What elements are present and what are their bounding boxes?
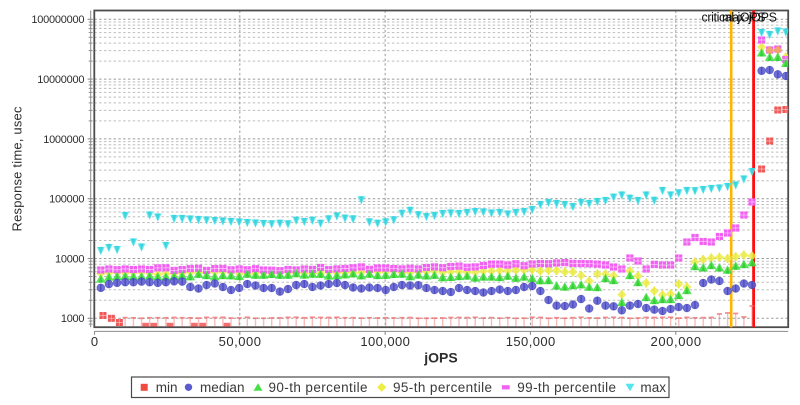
svg-text:100000: 100000 bbox=[49, 194, 84, 206]
svg-text:0: 0 bbox=[91, 334, 98, 349]
svg-text:Response time, usec: Response time, usec bbox=[10, 106, 25, 232]
svg-text:median: median bbox=[200, 380, 245, 395]
svg-text:95-th percentile: 95-th percentile bbox=[393, 380, 492, 395]
svg-text:50,000: 50,000 bbox=[219, 334, 261, 349]
svg-text:min: min bbox=[156, 380, 178, 395]
svg-text:99-th percentile: 99-th percentile bbox=[517, 380, 616, 395]
svg-text:100000000: 100000000 bbox=[31, 14, 84, 26]
svg-text:10000000: 10000000 bbox=[37, 74, 84, 86]
svg-text:critical-jOPS: critical-jOPS bbox=[702, 11, 766, 25]
svg-text:90-th percentile: 90-th percentile bbox=[269, 380, 368, 395]
svg-text:200,000: 200,000 bbox=[651, 334, 702, 349]
svg-text:max-jOPS: max-jOPS bbox=[722, 11, 777, 25]
svg-text:10000: 10000 bbox=[55, 253, 85, 265]
svg-text:150,000: 150,000 bbox=[506, 334, 556, 349]
svg-text:1000: 1000 bbox=[61, 313, 85, 325]
svg-text:1000000: 1000000 bbox=[43, 134, 84, 146]
svg-text:max: max bbox=[640, 380, 666, 395]
svg-text:jOPS: jOPS bbox=[423, 350, 457, 366]
svg-text:100,000: 100,000 bbox=[360, 334, 410, 349]
